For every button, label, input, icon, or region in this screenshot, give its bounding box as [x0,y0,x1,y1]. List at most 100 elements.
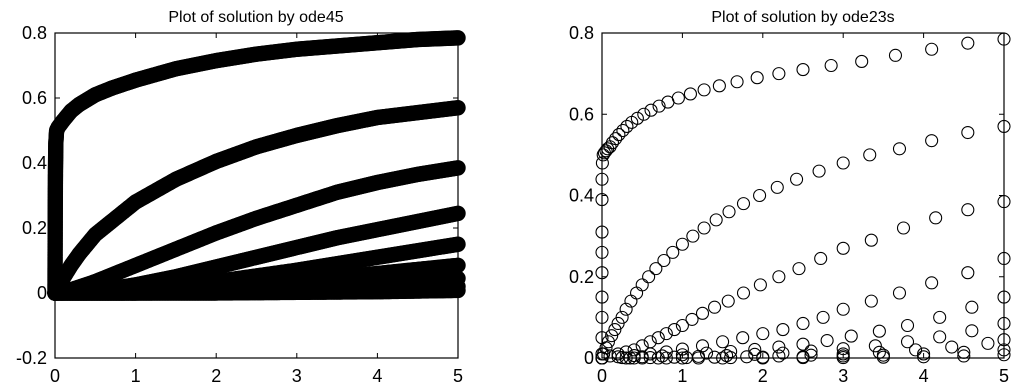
ode23s-marker [961,125,975,140]
ode23s-marker [961,266,975,280]
ode45-series-3 [47,160,466,301]
ode23s-marker [925,134,939,148]
ode45-y-tick-labels: -0.2 0 0.2 0.4 0.6 0.8 [16,23,458,368]
ode23s-marker [709,213,723,227]
ode23s-marker [925,276,939,290]
ode23s-axes-box [601,32,1005,359]
ode23s-marker [740,350,754,364]
ode23s-y-tick-label: 0.4 [569,186,594,206]
ode23s-marker [776,346,790,360]
ode23s-marker [796,63,810,77]
ode23s-marker [900,318,915,333]
ode23s-marker [736,286,751,300]
ode23s-y-tick-label: 0.2 [569,267,594,287]
ode23s-marker [965,324,979,338]
ode45-x-tick-label: 0 [50,366,60,386]
ode23s-marker [855,54,869,68]
ode23s-markers [595,32,1011,365]
ode23s-marker [836,241,850,255]
ode45-markers [47,30,466,301]
ode23s-marker [649,262,663,276]
ode23s-marker [790,172,804,186]
ode23s-marker [721,294,735,308]
ode23s-marker [675,318,689,333]
ode23s-marker [756,327,770,341]
ode45-series-2 [47,100,466,301]
ode45-x-tick-label: 3 [292,366,302,386]
ode23s-marker [957,349,971,363]
ode45-x-tick-label: 5 [453,366,463,386]
ode23s-marker [666,245,680,259]
ode23s-marker [961,203,975,217]
ode23s-marker [864,233,878,247]
ode23s-marker [892,142,907,156]
ode45-series-1 [47,30,466,301]
ode23s-marker [609,132,623,146]
ode23s-marker [796,316,810,331]
ode23s-marker [933,330,947,344]
ode45-y-tick-label: 0.8 [22,23,47,43]
ode23s-marker [753,278,767,292]
ode23s-marker [844,329,858,343]
ode23s-marker [651,331,665,345]
ode23s-marker [716,335,730,349]
ode23s-marker [925,42,939,56]
ode23s-x-tick-label: 1 [677,366,687,386]
ode23s-marker [864,294,878,308]
ode23s-marker [909,343,923,357]
ode23s-marker [722,205,736,219]
ode23s-marker [630,286,644,300]
ode23s-marker [753,188,767,203]
ode45-x-tick-label: 1 [131,366,141,386]
ode23s-marker [730,75,744,89]
ode23s-marker [772,67,786,81]
ode23s-x-tick-labels: 0 1 2 3 4 5 [597,33,1009,386]
ode23s-marker [863,148,877,162]
ode23s-marker [620,119,634,133]
ode23s-series-2 [595,119,1011,365]
ode23s-plot-title: Plot of solution by ode23s [711,9,894,26]
ode23s-marker [804,348,818,362]
ode23s-marker [824,58,838,73]
ode23s-marker [900,335,915,349]
ode45-x-tick-label: 2 [211,366,221,386]
ode23s-marker [961,36,975,50]
ode23s-y-tick-label: 0.6 [569,104,594,124]
ode23s-marker [627,343,641,357]
ode23s-series-1 [595,32,1011,361]
ode23s-marker [599,144,613,158]
ode23s-marker [616,123,630,138]
ode23s-marker [814,251,828,266]
ode45-y-tick-label: 0 [37,283,47,303]
ode45-y-tick-label: -0.2 [16,348,47,368]
ode23s-series-6 [595,316,1011,365]
ode23s-marker [608,323,622,337]
ode23s-marker [836,302,850,316]
ode23s-y-tick-label: 0 [584,348,594,368]
ode23s-series-5 [595,290,1011,365]
ode23s-plot: Plot of solution by ode23s 0 1 2 3 4 5 0 0.2 0.… [569,9,1011,386]
ode23s-marker [820,333,834,348]
ode23s-marker [836,156,850,170]
ode23s-marker [697,221,711,235]
ode23s-marker [630,111,644,125]
ode23s-marker [772,349,786,363]
ode23s-marker [644,103,658,117]
ode23s-marker [816,310,830,324]
ode23s-marker [605,329,619,343]
ode23s-marker [642,270,656,284]
ode23s-marker [615,310,629,324]
ode45-x-tick-label: 4 [372,366,382,386]
ode23s-marker [933,310,947,324]
ode23s-x-tick-label: 2 [758,366,768,386]
ode23s-y-tick-label: 0.8 [569,23,594,43]
ode23s-marker [685,312,699,326]
ode23s-marker [929,211,943,225]
ode23s-marker [776,323,790,337]
ode23s-marker [652,99,666,113]
ode23s-marker [708,300,722,314]
ode45-series-9 [47,282,466,301]
ode45-y-tick-label: 0.4 [22,153,47,173]
